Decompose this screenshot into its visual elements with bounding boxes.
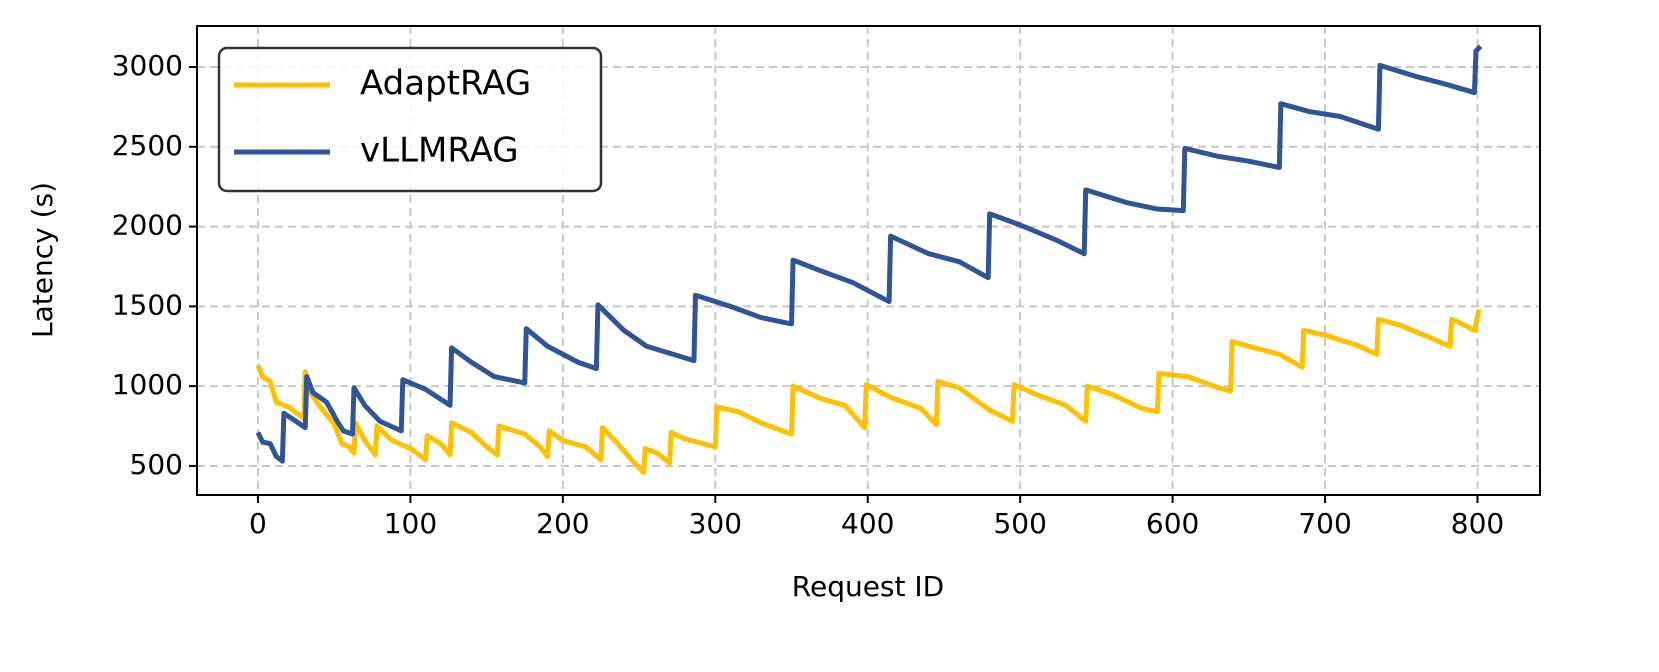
series-line xyxy=(255,44,1483,464)
x-tick-label: 100 xyxy=(384,507,437,540)
x-tick-label: 400 xyxy=(841,507,894,540)
x-tick-label: 0 xyxy=(249,507,267,540)
y-tick-label: 3000 xyxy=(112,49,183,82)
x-tick-label: 200 xyxy=(536,507,589,540)
y-tick-label: 1500 xyxy=(112,288,183,321)
x-tick-label: 500 xyxy=(993,507,1046,540)
y-tick-label: 2000 xyxy=(112,209,183,242)
x-tick-label: 700 xyxy=(1298,507,1351,540)
x-tick-label: 600 xyxy=(1146,507,1199,540)
lines xyxy=(255,44,1483,475)
y-axis-label: Latency (s) xyxy=(26,182,59,338)
legend-label: vLLMRAG xyxy=(360,131,519,171)
y-tick-label: 500 xyxy=(130,448,183,481)
x-tick-label: 800 xyxy=(1451,507,1504,540)
y-tick-label: 2500 xyxy=(112,129,183,162)
legend-label: AdaptRAG xyxy=(360,64,531,104)
series-line xyxy=(255,309,1482,475)
y-tick-label: 1000 xyxy=(112,368,183,401)
legend: AdaptRAG vLLMRAG xyxy=(217,46,603,193)
x-axis-label: Request ID xyxy=(792,570,944,603)
x-tick-label: 300 xyxy=(689,507,742,540)
